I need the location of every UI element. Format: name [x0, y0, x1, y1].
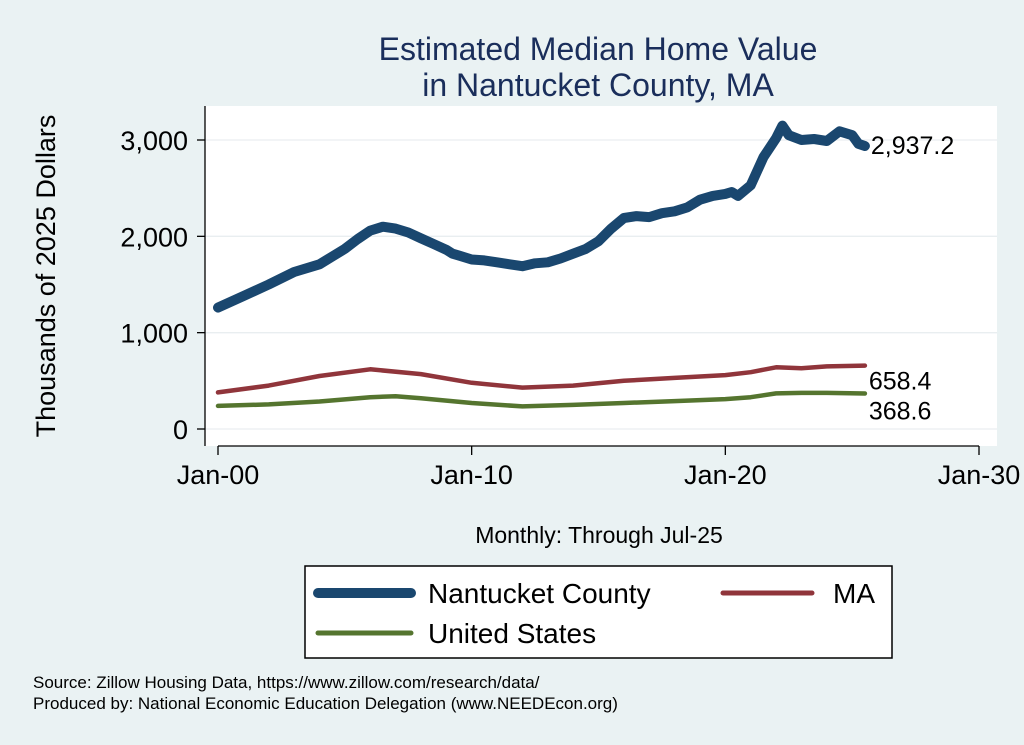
legend-label-nantucket: Nantucket County	[428, 578, 651, 609]
end-label-us: 368.6	[869, 397, 932, 425]
producer-note: Produced by: National Economic Education…	[33, 694, 618, 713]
y-axis-label: Thousands of 2025 Dollars	[31, 115, 61, 438]
x-tick-label: Jan-00	[177, 460, 260, 490]
x-tick-label: Jan-20	[684, 460, 767, 490]
legend-label-us: United States	[428, 618, 596, 649]
legend-box	[304, 565, 893, 659]
x-tick-label: Jan-30	[938, 460, 1021, 490]
series-line-ma	[215, 363, 868, 395]
end-label-ma: 658.4	[869, 368, 932, 396]
source-notes: Source: Zillow Housing Data, https://www…	[33, 672, 618, 714]
y-tick-label: 1,000	[120, 319, 188, 349]
y-tick-label: 3,000	[120, 126, 188, 156]
y-tick-label: 0	[173, 415, 188, 445]
x-axis-label: Monthly: Through Jul-25	[475, 522, 723, 548]
source-note: Source: Zillow Housing Data, https://www…	[33, 673, 540, 692]
series-lines	[213, 120, 870, 409]
end-label-nantucket: 2,937.2	[871, 132, 954, 160]
series-line-us	[215, 390, 868, 409]
legend-label-ma: MA	[833, 578, 875, 609]
chart-title: Estimated Median Home Value	[379, 31, 818, 67]
plot-area	[205, 106, 997, 446]
x-tick-label: Jan-10	[430, 460, 513, 490]
legend: Nantucket County MA United States	[304, 565, 893, 659]
series-line-nantucket	[213, 120, 870, 313]
axes: 0 1,000 2,000 3,000 Jan-00 Jan-10 Jan-20 Jan-30	[120, 106, 1020, 490]
chart-subtitle: in Nantucket County, MA	[422, 67, 774, 103]
y-tick-label: 2,000	[120, 222, 188, 252]
